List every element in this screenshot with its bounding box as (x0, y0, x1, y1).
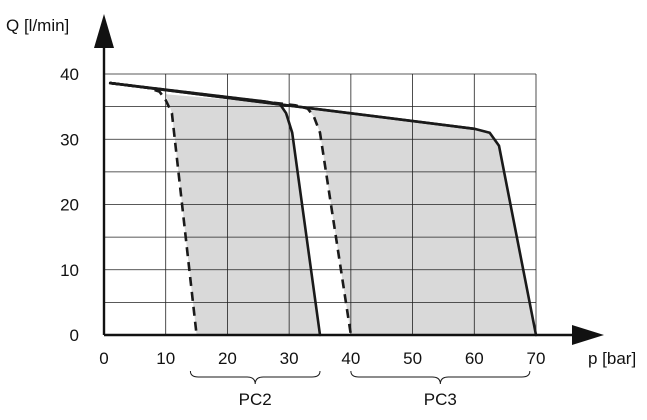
x-tick-label: 40 (341, 349, 360, 368)
shaded-region-2 (307, 108, 536, 335)
curves (108, 81, 538, 337)
x-tick-label: 50 (403, 349, 422, 368)
y-tick-label: 10 (60, 261, 79, 280)
range-brace-pc2 (189, 370, 321, 385)
y-tick-label: 20 (60, 196, 79, 215)
x-tick-label: 20 (218, 349, 237, 368)
x-axis-arrow-icon (572, 325, 604, 345)
y-tick-label: 30 (60, 130, 79, 149)
range-brace-pc3 (350, 370, 531, 385)
x-tick-label: 0 (99, 349, 108, 368)
x-tick-label: 60 (465, 349, 484, 368)
shaded-region-1 (165, 94, 320, 335)
x-tick-label: 70 (527, 349, 546, 368)
range-label-pc2: PC2 (239, 390, 272, 409)
x-axis-label: p [bar] (588, 349, 636, 368)
y-tick-label: 0 (70, 326, 79, 345)
y-axis: Q [l/min] (6, 14, 114, 335)
series-line-4 (108, 81, 538, 337)
ticks: 0 10 20 30 40 50 60 70 0 10 20 30 40 (60, 65, 545, 368)
shaded-regions (165, 94, 536, 335)
x-tick-label: 30 (280, 349, 299, 368)
y-axis-label: Q [l/min] (6, 16, 69, 35)
grid (104, 73, 537, 335)
range-label-pc3: PC3 (424, 390, 457, 409)
x-tick-label: 10 (156, 349, 175, 368)
range-braces: PC2 PC3 (189, 370, 531, 409)
y-axis-arrow-icon (94, 14, 114, 48)
x-axis: p [bar] (104, 325, 636, 368)
y-tick-label: 40 (60, 65, 79, 84)
